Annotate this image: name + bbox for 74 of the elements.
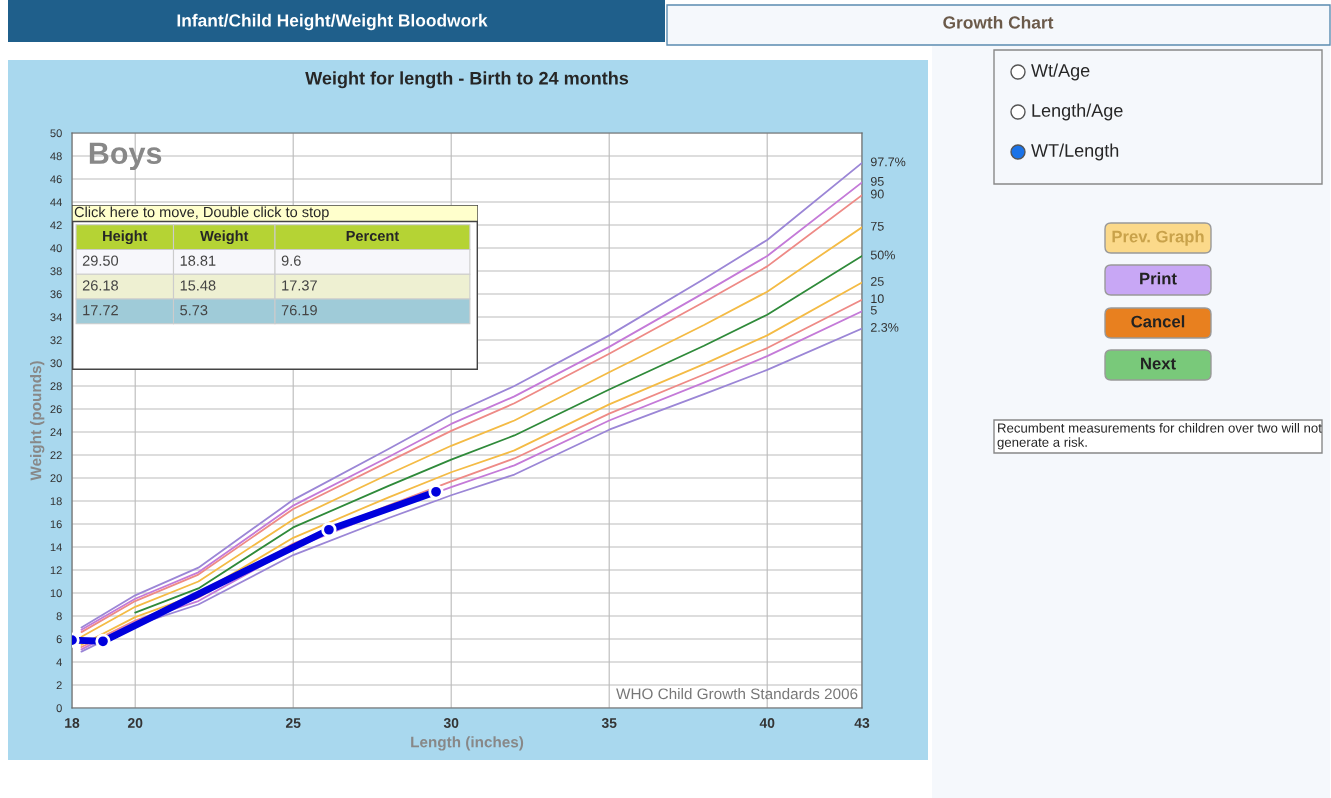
annotation: WHO Child Growth Standards 2006 — [616, 688, 858, 700]
y-tick-label: 28 — [50, 382, 62, 391]
series-label: 2.3% — [870, 323, 899, 332]
series-label: 97.7% — [870, 157, 906, 167]
point — [321, 522, 337, 538]
annotation: Boys — [89, 142, 162, 171]
annotation: Height — [103, 230, 148, 244]
text: Recumbent measurements for children over two will not generate a risk. — [997, 423, 1322, 450]
annotation: 26.18 — [82, 280, 119, 291]
series-label: 5 — [870, 305, 877, 315]
y-tick-label: 6 — [56, 635, 62, 644]
y-tick-label: 38 — [50, 267, 62, 276]
x-tick-label: 25 — [285, 718, 301, 728]
line-series — [134, 255, 862, 614]
text: Next — [1141, 357, 1176, 370]
x-tick-label: 20 — [127, 718, 143, 728]
annotation: 76.19 — [281, 305, 317, 316]
series-label: 90 — [870, 189, 884, 199]
annotation: 17.37 — [282, 280, 317, 291]
x-tick-label: 35 — [601, 718, 617, 728]
y-tick-label: 48 — [50, 152, 62, 161]
x-axis-title: Length (inches) — [411, 736, 524, 751]
y-tick-label: 50 — [50, 129, 62, 138]
y-tick-label: 16 — [50, 520, 62, 529]
y-tick-label: 34 — [50, 313, 62, 322]
annotation: 29.50 — [82, 255, 119, 266]
text: Wt/Age — [1031, 63, 1090, 81]
series-label: 25 — [870, 277, 884, 286]
series-label: 95 — [870, 176, 884, 186]
y-tick-label: 32 — [50, 336, 62, 345]
y-tick-label: 24 — [50, 428, 62, 437]
y-tick-label: 10 — [50, 589, 62, 598]
text: Length/Age — [1032, 103, 1123, 121]
text: Prev. Graph — [1112, 230, 1204, 246]
series-label: 50% — [870, 250, 895, 260]
series-label: 75 — [870, 221, 884, 231]
y-tick-label: 22 — [50, 451, 62, 460]
annotation: 18.81 — [180, 255, 216, 266]
y-tick-label: 2 — [56, 681, 62, 690]
text: WT/Length — [1031, 143, 1119, 161]
y-tick-label: 44 — [50, 198, 62, 207]
y-tick-label: 26 — [50, 405, 62, 414]
y-tick-label: 46 — [50, 175, 62, 184]
y-axis-title: Weight (pounds) — [30, 361, 45, 481]
y-tick-label: 40 — [50, 244, 62, 253]
annotation: 17.72 — [83, 305, 118, 316]
annotation: 9.6 — [281, 255, 301, 266]
annotation: Percent — [346, 230, 400, 242]
y-tick-label: 36 — [50, 290, 62, 299]
x-tick-label: 30 — [443, 718, 459, 728]
text: Growth Chart — [943, 15, 1054, 29]
y-tick-label: 0 — [56, 704, 62, 713]
y-tick-label: 18 — [50, 497, 62, 506]
annotation: Weight — [200, 230, 249, 244]
annotation: Click here to move, Double click to stop — [74, 206, 329, 221]
annotation: 15.48 — [180, 280, 216, 291]
point — [95, 633, 111, 649]
y-tick-label: 12 — [50, 566, 62, 575]
y-tick-label: 8 — [56, 612, 62, 621]
y-tick-label: 30 — [50, 359, 62, 368]
annotation: 5.73 — [180, 305, 208, 316]
y-tick-label: 4 — [56, 658, 62, 667]
chart-title: Weight for length - Birth to 24 months — [305, 71, 629, 89]
y-tick-label: 14 — [50, 543, 62, 552]
text: Print — [1140, 272, 1177, 285]
x-tick-label: 40 — [759, 718, 775, 728]
text: Cancel — [1131, 315, 1185, 328]
x-tick-label: 18 — [65, 718, 80, 728]
x-tick-label: 43 — [854, 718, 870, 728]
y-tick-label: 42 — [50, 221, 62, 230]
series-label: 10 — [871, 294, 884, 304]
y-tick-label: 20 — [50, 474, 62, 483]
point — [428, 484, 444, 500]
text: Infant/Child Height/Weight Bloodwork — [177, 13, 488, 31]
